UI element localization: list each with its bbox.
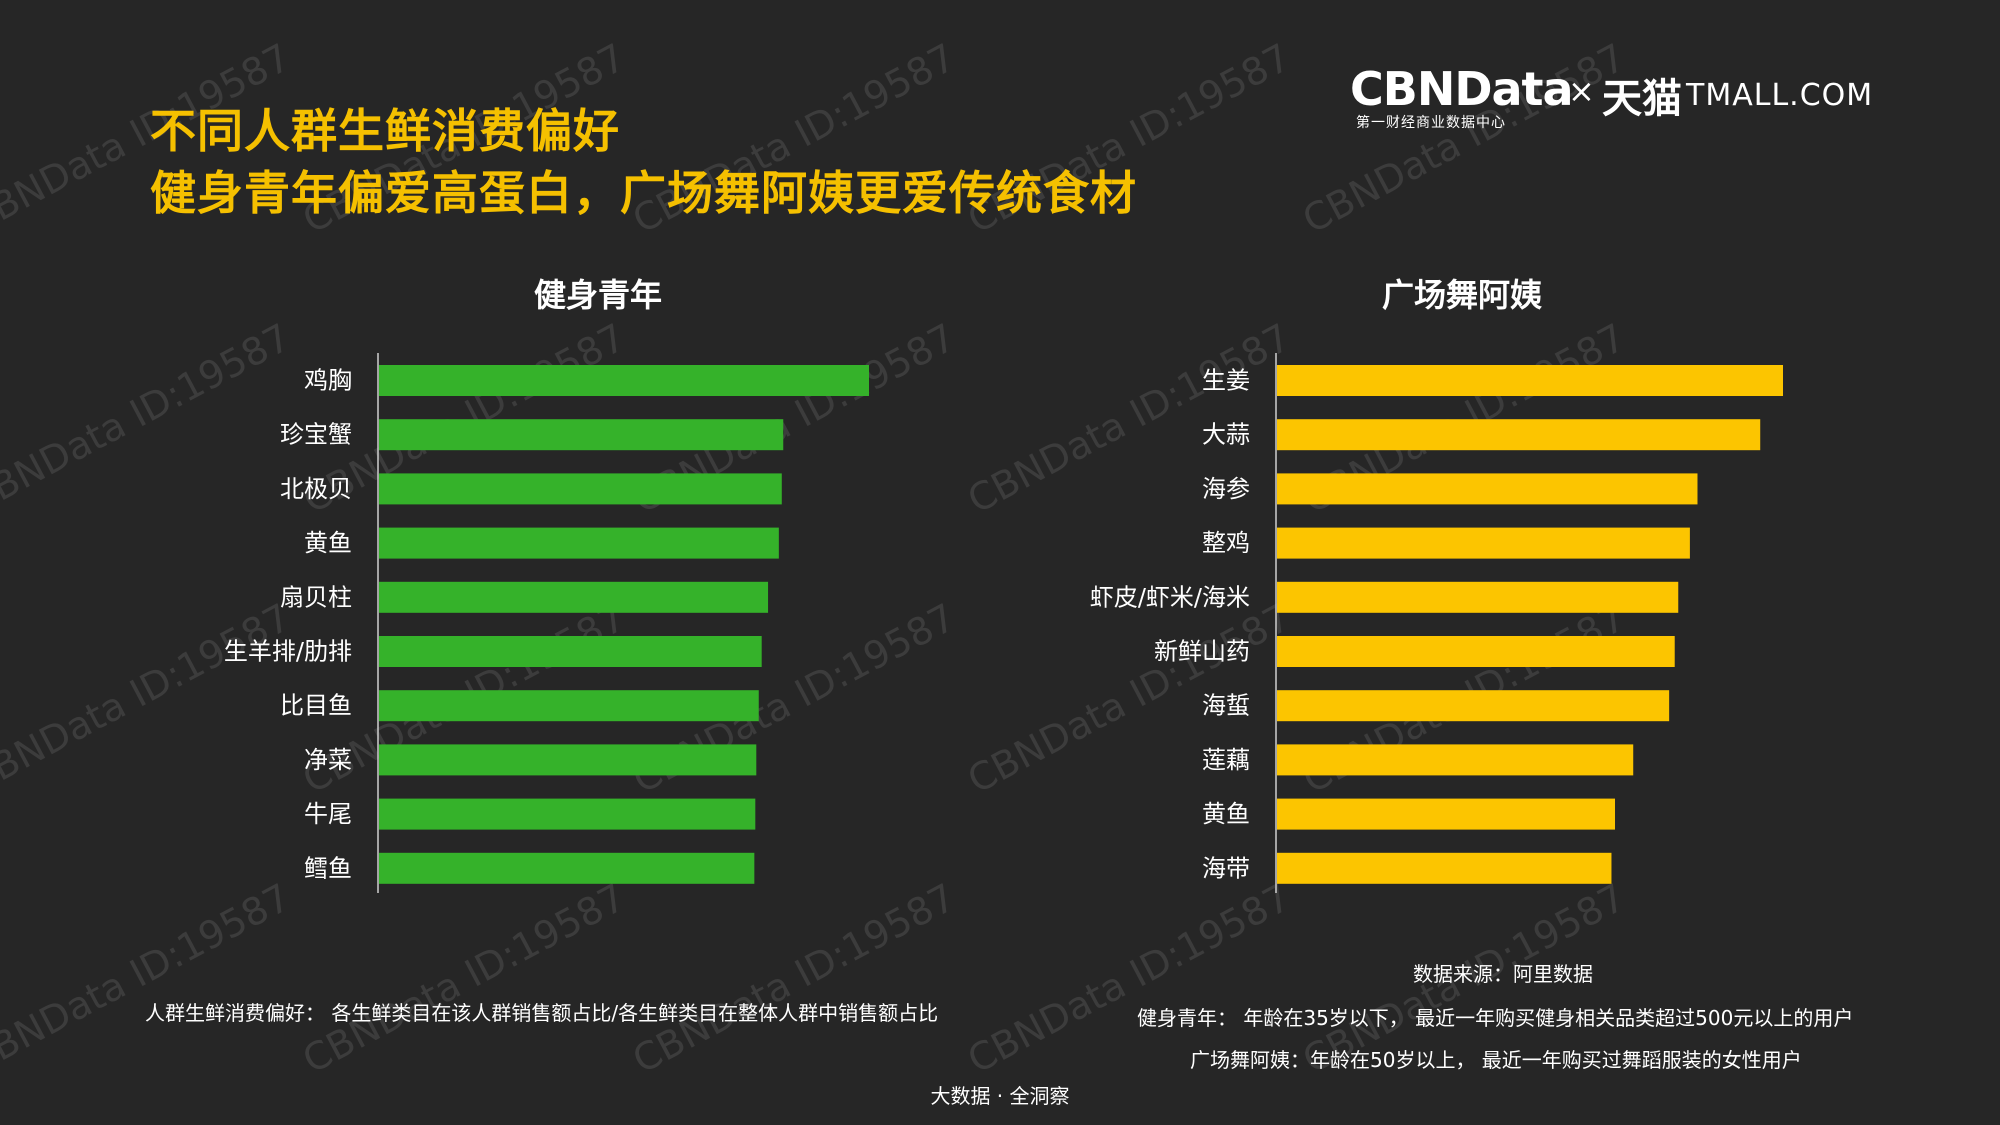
category-label: 比目鱼 [280,692,352,720]
bar [379,744,757,776]
title-line-2: 健身青年偏爱高蛋白，广场舞阿姨更爱传统食材 [150,166,1137,220]
watermark-text: CBNData ID:19587 [296,875,633,1082]
cbndata-logo-text: CBNData [1350,62,1574,116]
bar [1277,581,1679,613]
bar [379,473,782,505]
tmall-logo-en: TMALL.COM [1686,78,1874,113]
tmall-logo-cn: 天猫 [1602,76,1682,122]
bar [379,690,759,722]
bar [1277,419,1761,451]
bar [1277,527,1690,559]
category-label: 海蜇 [1202,692,1250,720]
bar [379,419,784,451]
footer-slogan: 大数据 · 全洞察 [930,1084,1070,1108]
category-label: 珍宝蟹 [280,421,352,449]
bar [379,581,769,613]
watermark-text: CBNData ID:19587 [0,315,297,522]
chart-title: 广场舞阿姨 [1382,276,1542,314]
bar [1277,636,1675,667]
category-label: 新鲜山药 [1154,638,1250,666]
category-label: 海参 [1202,475,1250,503]
cbndata-logo-subtitle: 第一财经商业数据中心 [1356,115,1506,131]
category-label: 扇贝柱 [280,583,352,611]
category-label: 北极贝 [280,475,352,503]
bar [379,527,779,559]
note-fitness-definition: 健身青年： 年龄在35岁以下， 最近一年购买健身相关品类超过500元以上的用户 [1137,1006,1854,1030]
category-label: 黄鱼 [1202,800,1250,828]
category-label: 牛尾 [304,800,352,828]
note-data-source: 数据来源：阿里数据 [1413,962,1593,986]
title-line-1: 不同人群生鲜消费偏好 [150,104,620,158]
page-title: 不同人群生鲜消费偏好 健身青年偏爱高蛋白，广场舞阿姨更爱传统食材 [150,100,1137,224]
category-label: 莲藕 [1202,746,1250,774]
bar [1277,798,1616,830]
note-preference-definition: 人群生鲜消费偏好： 各生鲜类目在该人群销售额占比/各生鲜类目在整体人群中销售额占… [145,1001,939,1025]
category-label: 虾皮/虾米/海米 [1090,583,1250,611]
bar [379,636,762,667]
category-label: 生羊排/肋排 [224,638,352,666]
watermark-text: CBNData ID:19587 [626,875,963,1082]
category-label: 大蒜 [1202,421,1250,449]
logo-times-sign: × [1568,72,1595,110]
category-label: 整鸡 [1202,529,1250,557]
bar [1277,473,1698,505]
bar [1277,744,1634,776]
category-label: 黄鱼 [304,529,352,557]
bar [379,365,869,396]
note-dance-definition: 广场舞阿姨：年龄在50岁以上， 最近一年购买过舞蹈服装的女性用户 [1190,1048,1802,1072]
category-label: 生姜 [1202,367,1250,395]
watermark-text: CBNData ID:19587 [0,595,297,802]
bar [1277,852,1612,884]
bar [379,852,755,884]
category-label: 净菜 [304,746,352,774]
bar [1277,690,1670,722]
bar [379,798,756,830]
category-label: 海带 [1202,854,1250,882]
bar [1277,365,1783,396]
category-label: 鸡胸 [304,367,352,395]
chart-title: 健身青年 [534,276,662,314]
category-label: 鳕鱼 [304,854,352,882]
watermark-text: CBNData ID:19587 [0,875,297,1082]
